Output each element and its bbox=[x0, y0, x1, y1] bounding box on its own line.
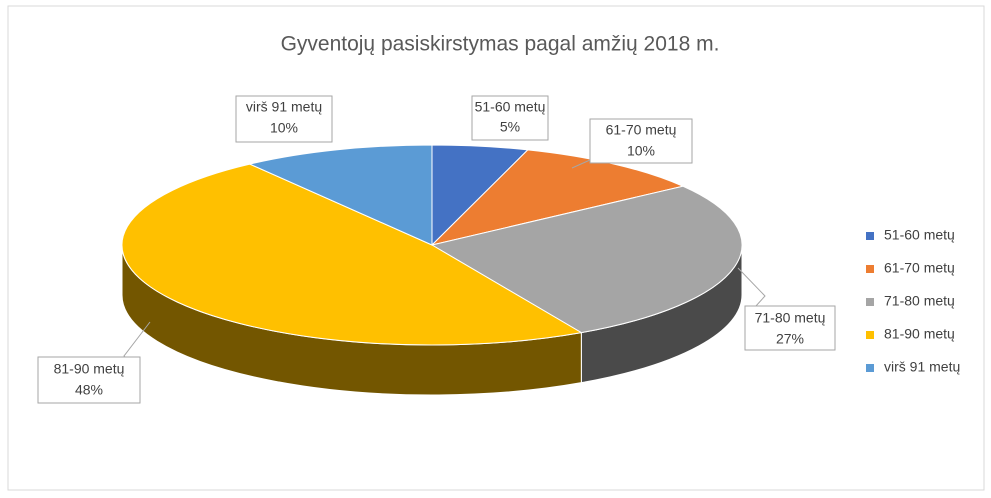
legend-swatch bbox=[866, 364, 874, 372]
legend-swatch bbox=[866, 265, 874, 273]
data-label-name: 61-70 metų bbox=[606, 122, 677, 138]
label-box bbox=[37, 356, 141, 404]
pie-slice bbox=[248, 144, 433, 246]
legend-label: 61-70 metų bbox=[884, 260, 955, 276]
legend-label: 71-80 metų bbox=[884, 293, 955, 309]
legend-swatch bbox=[866, 331, 874, 339]
leader-line bbox=[571, 159, 591, 169]
pie bbox=[121, 144, 743, 396]
data-label-name: 51-60 metų bbox=[475, 99, 546, 115]
pie-slice bbox=[430, 149, 685, 246]
data-label-name: 81-90 metų bbox=[54, 361, 125, 377]
data-label-value: 27% bbox=[776, 331, 804, 347]
data-label-value: 48% bbox=[75, 382, 103, 398]
pie-slice bbox=[121, 163, 583, 346]
legend-label: 81-90 metų bbox=[884, 326, 955, 342]
label-box bbox=[471, 95, 549, 141]
data-label-value: 5% bbox=[500, 119, 520, 135]
data-label-value: 10% bbox=[270, 120, 298, 136]
data-label-value: 10% bbox=[627, 143, 655, 159]
legend-label: 51-60 metų bbox=[884, 227, 955, 243]
data-labels: 51-60 metų 5% 61-70 metų 10% 71-80 metų … bbox=[37, 95, 836, 404]
legend-label: virš 91 metų bbox=[884, 359, 960, 375]
legend-swatch bbox=[866, 298, 874, 306]
legend-swatch bbox=[866, 232, 874, 240]
chart-title: Gyventojų pasiskirstymas pagal amžių 201… bbox=[281, 33, 720, 56]
data-label-name: virš 91 metų bbox=[246, 99, 322, 115]
label-box bbox=[589, 118, 693, 164]
legend: 51-60 metų 61-70 metų 71-80 metų 81-90 metų… bbox=[866, 227, 960, 375]
pie-slice bbox=[430, 185, 743, 334]
label-box bbox=[744, 305, 836, 351]
label-box bbox=[235, 95, 333, 143]
data-label-name: 71-80 metų bbox=[755, 310, 826, 326]
